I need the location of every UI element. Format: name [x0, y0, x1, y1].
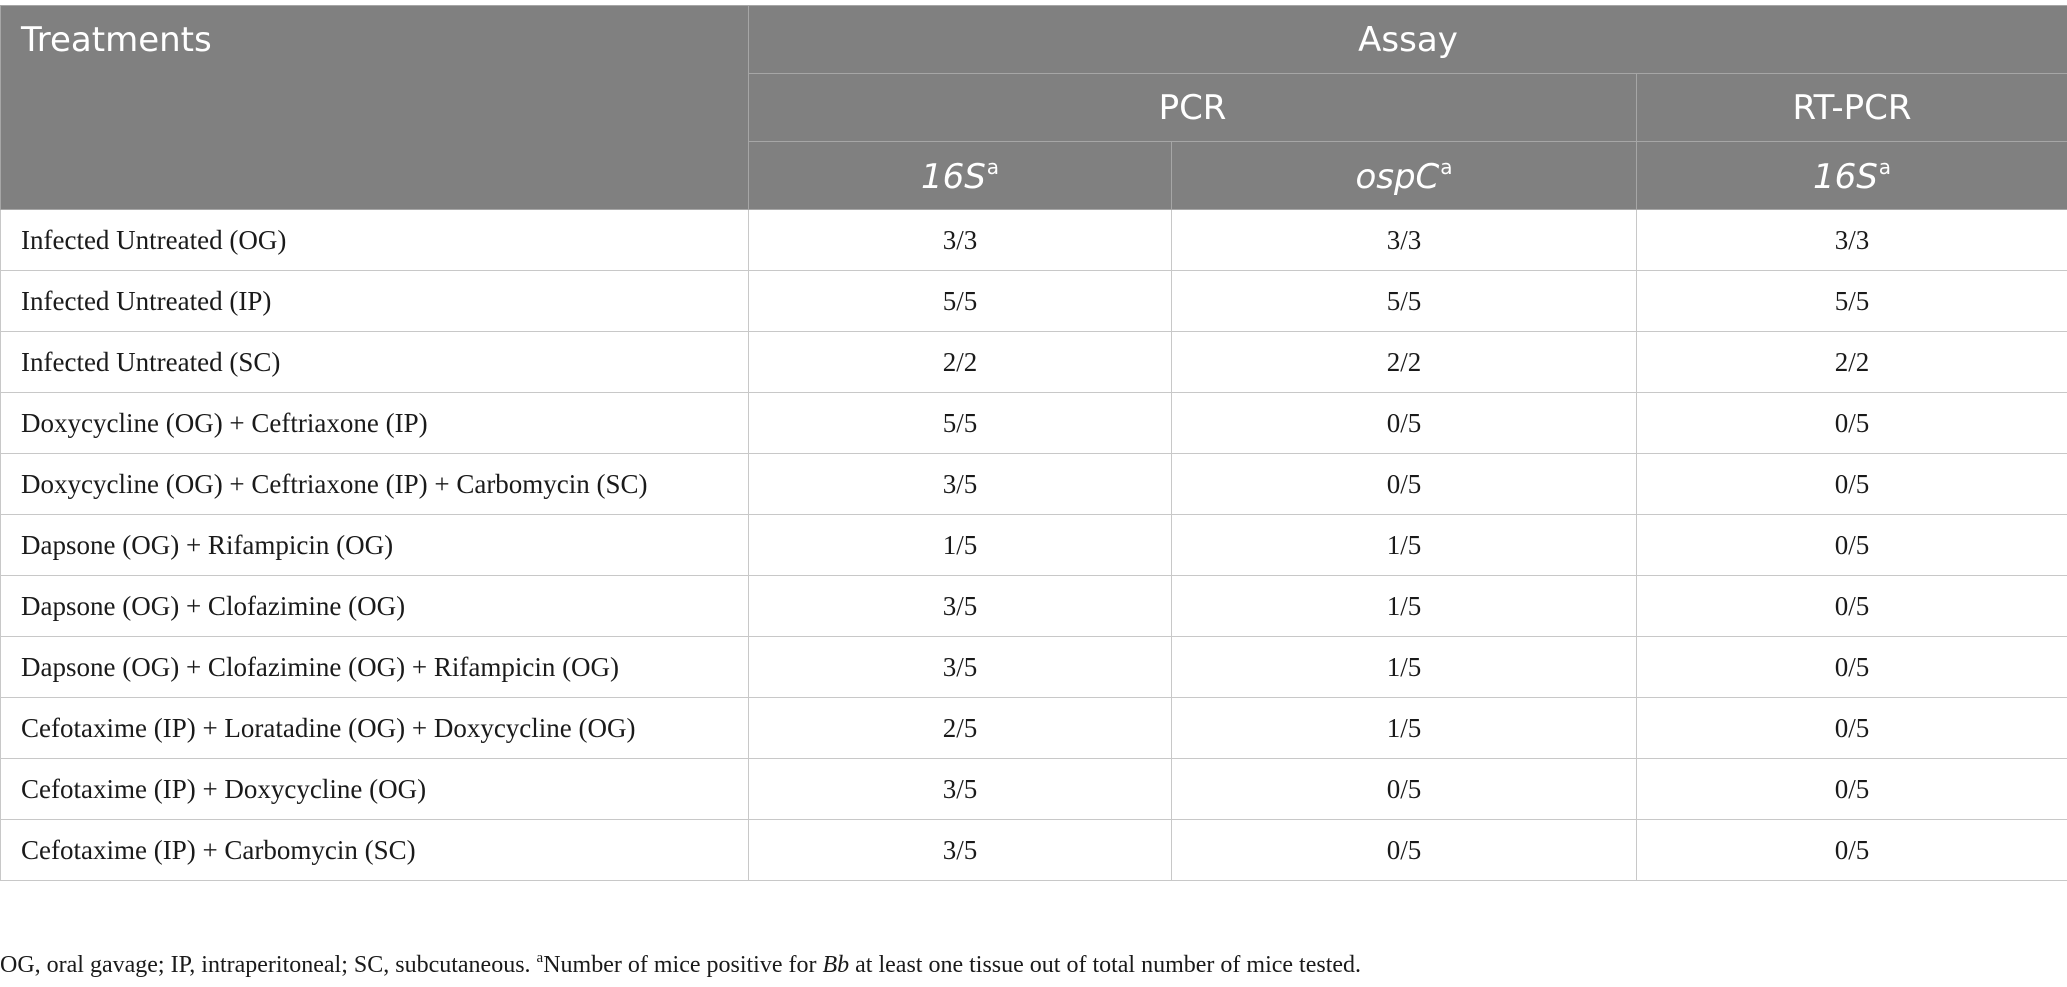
rtpcr-16s-cell: 0/5 — [1635, 392, 2067, 454]
rtpcr-16s-cell: 0/5 — [1635, 636, 2067, 698]
pcr-ospc-cell: 1/5 — [1171, 636, 1637, 698]
pcr-16s-cell: 3/5 — [748, 819, 1172, 881]
treatment-cell: Doxycycline (OG) + Ceftriaxone (IP) + Ca… — [0, 453, 749, 515]
pcr-16s-cell: 3/5 — [748, 575, 1172, 637]
rtpcr-16s-cell: 5/5 — [1635, 270, 2067, 332]
pcr-ospc-cell: 0/5 — [1171, 392, 1637, 454]
footnote-marker: a — [1440, 154, 1453, 179]
table-header: Treatments Assay PCR RT-PCR 16Sa ospCa 1… — [0, 5, 2067, 210]
table-row: Dapsone (OG) + Clofazimine (OG) + Rifamp… — [0, 636, 2067, 698]
treatment-cell: Doxycycline (OG) + Ceftriaxone (IP) — [0, 392, 749, 454]
pcr-16s-cell: 3/5 — [748, 453, 1172, 515]
footnote-text-before: Number of mice positive for — [543, 952, 823, 978]
table-row: Cefotaxime (IP) + Doxycycline (OG) 3/5 0… — [0, 758, 2067, 820]
pcr-header: PCR — [748, 73, 1637, 142]
pcr-ospc-cell: 0/5 — [1171, 758, 1637, 820]
rtpcr-16s-cell: 0/5 — [1635, 758, 2067, 820]
pcr-ospc-cell: 1/5 — [1171, 575, 1637, 637]
pcr-16s-cell: 5/5 — [748, 392, 1172, 454]
rtpcr-16s-cell: 2/2 — [1635, 331, 2067, 393]
table-row: Infected Untreated (SC) 2/2 2/2 2/2 — [0, 331, 2067, 393]
pcr-ospc-cell: 0/5 — [1171, 819, 1637, 881]
table-row: Cefotaxime (IP) + Carbomycin (SC) 3/5 0/… — [0, 819, 2067, 881]
treatment-cell: Infected Untreated (OG) — [0, 209, 749, 271]
table-row: Dapsone (OG) + Clofazimine (OG) 3/5 1/5 … — [0, 575, 2067, 637]
treatments-header: Treatments — [0, 5, 749, 210]
gene-label: 16S — [1812, 156, 1878, 197]
table-row: Infected Untreated (OG) 3/3 3/3 3/3 — [0, 209, 2067, 271]
pcr-ospc-cell: 5/5 — [1171, 270, 1637, 332]
pcr-ospc-cell: 1/5 — [1171, 697, 1637, 759]
treatment-cell: Cefotaxime (IP) + Carbomycin (SC) — [0, 819, 749, 881]
pcr-16s-cell: 3/3 — [748, 209, 1172, 271]
treatment-cell: Infected Untreated (IP) — [0, 270, 749, 332]
treatment-cell: Infected Untreated (SC) — [0, 331, 749, 393]
pcr-ospc-header: ospCa — [1171, 141, 1637, 210]
pcr-ospc-cell: 2/2 — [1171, 331, 1637, 393]
gene-label: ospC — [1355, 156, 1440, 197]
table-footnote: OG, oral gavage; IP, intraperitoneal; SC… — [0, 950, 1361, 979]
table-row: Dapsone (OG) + Rifampicin (OG) 1/5 1/5 0… — [0, 514, 2067, 576]
rtpcr-16s-header: 16Sa — [1635, 141, 2067, 210]
results-table: Treatments Assay PCR RT-PCR 16Sa ospCa 1… — [0, 5, 2067, 881]
assay-header: Assay — [747, 5, 2067, 74]
treatment-cell: Dapsone (OG) + Clofazimine (OG) — [0, 575, 749, 637]
treatment-cell: Cefotaxime (IP) + Loratadine (OG) + Doxy… — [0, 697, 749, 759]
footnote-text-after: at least one tissue out of total number … — [849, 952, 1362, 978]
rtpcr-16s-cell: 3/3 — [1635, 209, 2067, 271]
rtpcr-16s-cell: 0/5 — [1635, 514, 2067, 576]
pcr-ospc-cell: 1/5 — [1171, 514, 1637, 576]
pcr-16s-cell: 5/5 — [748, 270, 1172, 332]
rtpcr-16s-cell: 0/5 — [1635, 453, 2067, 515]
table-row: Doxycycline (OG) + Ceftriaxone (IP) + Ca… — [0, 453, 2067, 515]
footnote-organism: Bb — [822, 952, 850, 978]
rtpcr-header: RT-PCR — [1635, 73, 2067, 142]
footnote-marker: a — [536, 950, 544, 966]
treatment-cell: Dapsone (OG) + Rifampicin (OG) — [0, 514, 749, 576]
footnote-marker: a — [1878, 154, 1892, 179]
footnote-abbreviations: OG, oral gavage; IP, intraperitoneal; SC… — [0, 952, 537, 978]
table-body: Infected Untreated (OG) 3/3 3/3 3/3 Infe… — [0, 209, 2067, 881]
rtpcr-16s-cell: 0/5 — [1635, 575, 2067, 637]
pcr-16s-cell: 3/5 — [748, 758, 1172, 820]
pcr-16s-header: 16Sa — [748, 141, 1172, 210]
rtpcr-16s-cell: 0/5 — [1635, 819, 2067, 881]
pcr-ospc-cell: 3/3 — [1171, 209, 1637, 271]
pcr-16s-cell: 1/5 — [748, 514, 1172, 576]
treatment-cell: Cefotaxime (IP) + Doxycycline (OG) — [0, 758, 749, 820]
gene-label: 16S — [920, 156, 986, 197]
pcr-16s-cell: 2/5 — [748, 697, 1172, 759]
treatment-cell: Dapsone (OG) + Clofazimine (OG) + Rifamp… — [0, 636, 749, 698]
table-row: Infected Untreated (IP) 5/5 5/5 5/5 — [0, 270, 2067, 332]
footnote-marker: a — [986, 154, 1000, 179]
pcr-16s-cell: 3/5 — [748, 636, 1172, 698]
pcr-ospc-cell: 0/5 — [1171, 453, 1637, 515]
table-row: Cefotaxime (IP) + Loratadine (OG) + Doxy… — [0, 697, 2067, 759]
table-row: Doxycycline (OG) + Ceftriaxone (IP) 5/5 … — [0, 392, 2067, 454]
rtpcr-16s-cell: 0/5 — [1635, 697, 2067, 759]
pcr-16s-cell: 2/2 — [748, 331, 1172, 393]
